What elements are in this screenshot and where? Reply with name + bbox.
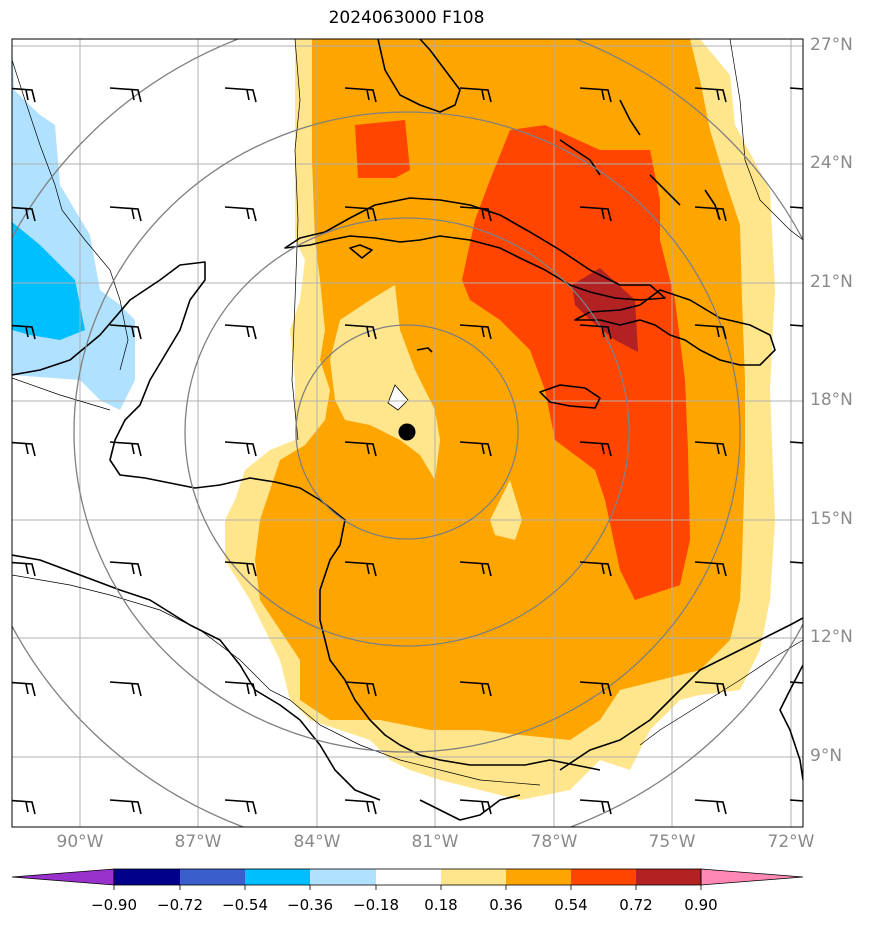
wind-barb <box>579 681 612 697</box>
wind-barb <box>344 681 377 697</box>
wind-barb <box>109 87 142 103</box>
lat-label-9n: 9°N <box>810 746 843 766</box>
wind-barb <box>224 206 257 222</box>
wind-barb <box>12 324 36 340</box>
colorbar-tick-label: −0.90 <box>91 896 137 914</box>
wind-barb <box>789 561 803 564</box>
colorbar-tick-label: −0.36 <box>287 896 333 914</box>
lat-label-18n: 18°N <box>810 390 853 410</box>
wind-barb <box>789 324 803 327</box>
wind-barb <box>459 206 492 222</box>
colorbar-extend-high <box>700 868 804 886</box>
coastlines <box>12 39 803 821</box>
lat-label-27n: 27°N <box>810 35 853 55</box>
wind-barb <box>224 324 257 340</box>
wind-barb <box>109 324 142 340</box>
wind-barb <box>459 441 492 457</box>
anomaly-yellow-pocket-2 <box>490 480 522 540</box>
wind-barb <box>12 441 36 457</box>
country-borders <box>12 39 803 786</box>
lon-label-87w: 87°W <box>174 832 222 852</box>
lon-label-90w: 90°W <box>56 832 104 852</box>
range-rings <box>12 39 803 827</box>
wind-barb <box>12 681 36 697</box>
map-frame <box>11 38 804 828</box>
wind-barb <box>694 561 727 577</box>
gridlines <box>12 39 803 827</box>
wind-barb <box>694 324 727 340</box>
lat-label-21n: 21°N <box>810 272 853 292</box>
wind-barb <box>344 799 377 815</box>
colorbar-tick-label: −0.72 <box>157 896 203 914</box>
anomaly-red-orange-region <box>355 120 410 178</box>
wind-barb <box>459 681 492 697</box>
wind-barb <box>579 324 612 340</box>
wind-barb <box>579 206 612 222</box>
wind-barb <box>344 324 377 340</box>
wind-barb <box>12 799 36 815</box>
wind-barb <box>579 799 612 815</box>
wind-barb <box>344 206 377 222</box>
wind-barb <box>459 324 492 340</box>
wind-barb <box>344 441 377 457</box>
wind-barb <box>694 87 727 103</box>
wind-barb <box>344 561 377 577</box>
wind-barb <box>579 441 612 457</box>
wind-barb <box>459 799 492 815</box>
wind-barb <box>694 799 727 815</box>
wind-barb <box>12 206 36 222</box>
wind-barb <box>224 87 257 103</box>
colorbar <box>11 868 804 890</box>
anomaly-blue-region <box>12 222 85 340</box>
wind-barb <box>694 206 727 222</box>
wind-barb <box>109 441 142 457</box>
wind-barb <box>694 681 727 697</box>
wind-barb <box>789 681 803 684</box>
lon-label-78w: 78°W <box>530 832 578 852</box>
wind-barb <box>344 87 377 103</box>
colorbar-tick-label: 0.54 <box>554 896 588 914</box>
wind-barb <box>109 561 142 577</box>
wind-barb <box>789 799 803 802</box>
map-area <box>12 39 803 827</box>
anomaly-white-pocket <box>387 384 409 411</box>
wind-barb <box>224 561 257 577</box>
lon-label-75w: 75°W <box>648 832 696 852</box>
wind-barb <box>109 681 142 697</box>
wind-barb <box>789 441 803 444</box>
lon-label-72w: 72°W <box>767 832 815 852</box>
colorbar-extend-low <box>11 868 115 886</box>
wind-barb <box>789 87 803 90</box>
lon-label-84w: 84°W <box>293 832 341 852</box>
lat-label-12n: 12°N <box>810 627 853 647</box>
anomaly-dark-red-region <box>572 268 638 352</box>
colorbar-tick-label: 0.18 <box>424 896 458 914</box>
lat-label-15n: 15°N <box>810 509 853 529</box>
wind-barb <box>459 87 492 103</box>
colorbar-tick-label: 0.90 <box>684 896 718 914</box>
wind-barb <box>789 206 803 209</box>
wind-barb <box>109 206 142 222</box>
lon-label-81w: 81°W <box>411 832 459 852</box>
wind-barb <box>579 87 612 103</box>
storm-center-marker <box>398 423 416 441</box>
colorbar-tick-label: −0.18 <box>353 896 399 914</box>
wind-barb <box>12 87 36 103</box>
anomaly-red-orange-region-2 <box>462 125 690 600</box>
wind-barb <box>224 799 257 815</box>
lat-label-24n: 24°N <box>810 153 853 173</box>
chart-title: 2024063000 F108 <box>328 8 485 28</box>
colorbar-tick-label: 0.36 <box>489 896 523 914</box>
wind-barbs <box>12 87 803 815</box>
wind-barb <box>224 681 257 697</box>
wind-barb <box>12 561 36 577</box>
wind-barb <box>109 799 142 815</box>
wind-barb <box>224 441 257 457</box>
wind-barb <box>459 561 492 577</box>
colorbar-tick-label: −0.54 <box>222 896 268 914</box>
wind-barb <box>579 561 612 577</box>
wind-barb <box>694 441 727 457</box>
colorbar-tick-label: 0.72 <box>619 896 653 914</box>
